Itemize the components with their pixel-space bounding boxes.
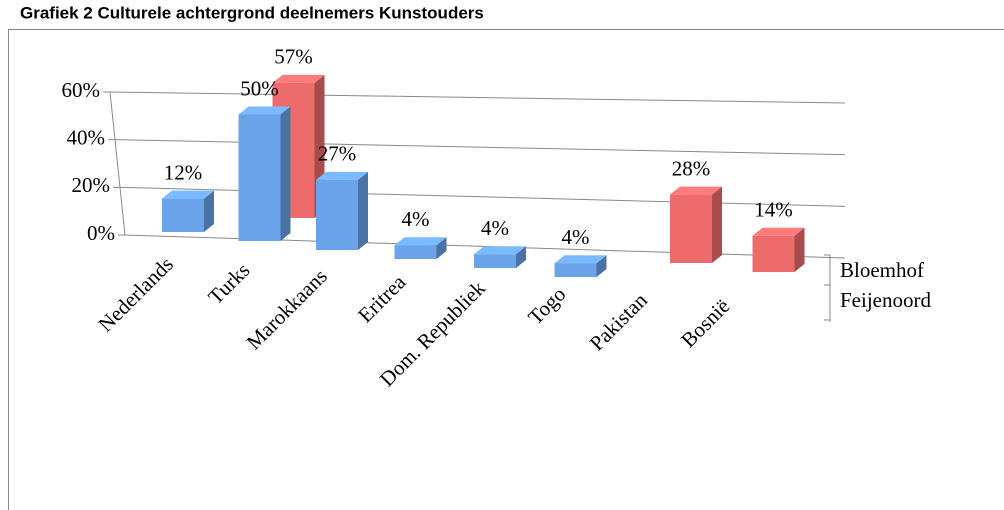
bar [316, 171, 368, 250]
chart-frame [8, 29, 1004, 510]
bar-front [752, 235, 795, 272]
bar-top [752, 227, 805, 236]
bar-front [238, 114, 281, 241]
bar-top [316, 171, 368, 180]
bar-front [162, 198, 204, 232]
data-label: 14% [754, 198, 793, 222]
grid-line [109, 91, 846, 104]
bar-top [238, 106, 291, 115]
bar-side [358, 171, 368, 250]
data-label: 57% [274, 45, 313, 69]
legend-label: Feijenoord [840, 288, 931, 312]
bar [162, 190, 214, 232]
bar-top [670, 186, 722, 195]
y-tick-label: 0% [87, 221, 115, 245]
bar-front [394, 245, 437, 259]
bar-front [316, 179, 358, 250]
bar [238, 106, 291, 241]
data-label: 4% [402, 207, 430, 231]
bar-side [794, 227, 805, 272]
bar-top [272, 74, 325, 83]
legend-label: Bloemhof [840, 258, 924, 282]
data-label: 4% [562, 225, 590, 249]
bar-side [436, 237, 447, 259]
bar-side [516, 246, 526, 268]
bar-side [596, 255, 607, 277]
y-tick-label: 60% [62, 78, 101, 102]
bar-side [712, 186, 722, 263]
y-axis [109, 91, 126, 236]
bar-top [162, 190, 214, 199]
bar-front [474, 254, 516, 268]
bar [670, 186, 722, 263]
bar-front [670, 194, 712, 263]
data-label: 4% [481, 216, 509, 240]
y-tick-label: 20% [72, 173, 111, 197]
data-label: 50% [240, 76, 279, 100]
bar-top [394, 237, 447, 246]
bar [752, 227, 805, 272]
bar-front [554, 263, 597, 277]
bar-top [474, 246, 526, 255]
bar-top [554, 255, 607, 264]
data-label: 27% [318, 142, 357, 166]
grid-line [114, 139, 846, 156]
y-tick-label: 40% [67, 125, 106, 149]
data-label: 28% [672, 156, 711, 180]
bar [474, 246, 526, 268]
bar [394, 237, 447, 259]
bar [554, 255, 607, 277]
data-label: 12% [164, 160, 203, 184]
bar-side [204, 190, 214, 232]
bar-side [280, 106, 291, 241]
chart-title: Grafiek 2 Culturele achtergrond deelneme… [20, 3, 484, 22]
